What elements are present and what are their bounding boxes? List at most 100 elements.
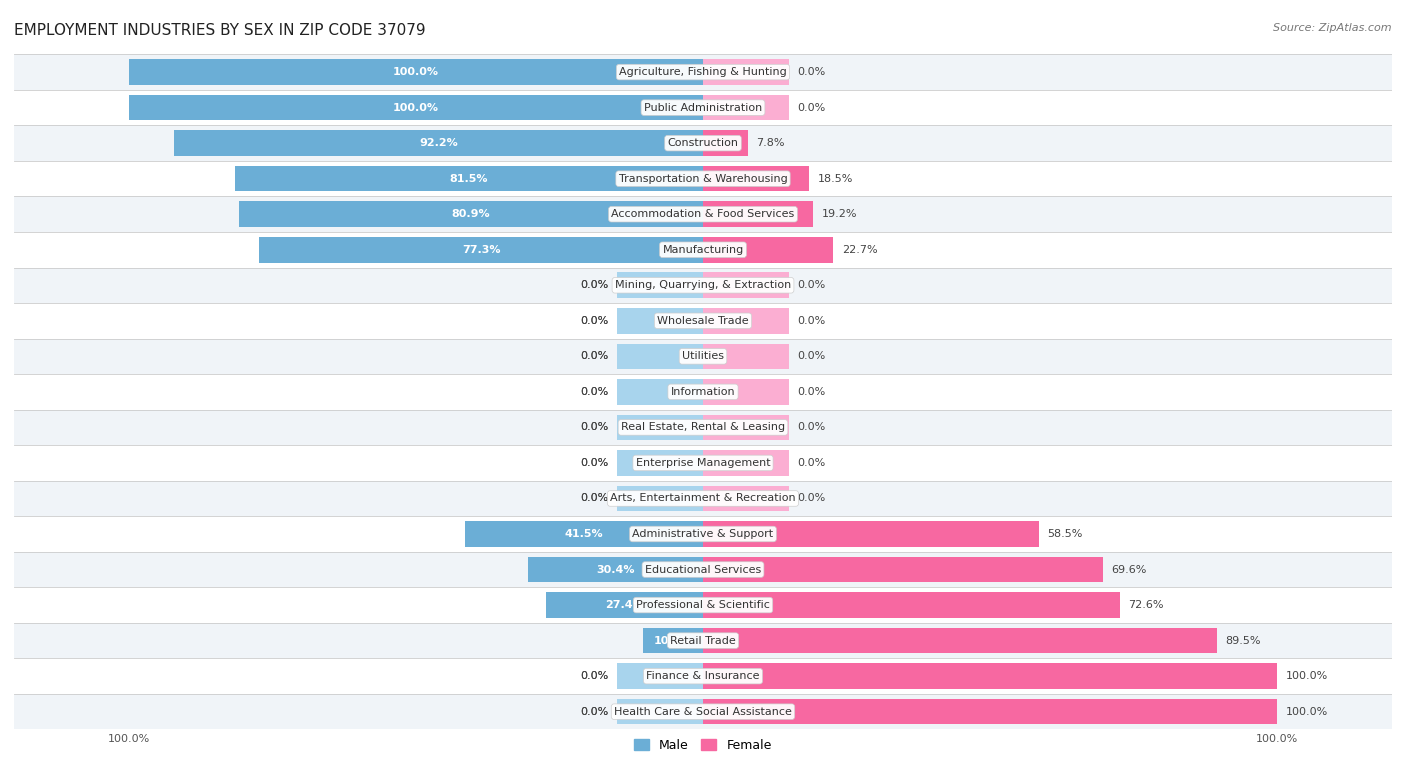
Text: 0.0%: 0.0% bbox=[797, 102, 825, 113]
Text: 0.0%: 0.0% bbox=[581, 458, 609, 468]
Bar bbox=[703, 556, 1102, 582]
Legend: Male, Female: Male, Female bbox=[630, 734, 776, 757]
Bar bbox=[14, 587, 1392, 623]
Bar bbox=[14, 196, 1392, 232]
Bar bbox=[14, 552, 1392, 587]
Bar bbox=[14, 516, 1392, 552]
Text: Health Care & Social Assistance: Health Care & Social Assistance bbox=[614, 707, 792, 717]
Text: Educational Services: Educational Services bbox=[645, 565, 761, 574]
Bar bbox=[14, 338, 1392, 374]
Bar bbox=[14, 126, 1392, 161]
Text: 0.0%: 0.0% bbox=[581, 422, 609, 432]
Text: 80.9%: 80.9% bbox=[451, 210, 491, 219]
Bar bbox=[703, 166, 810, 192]
Text: 22.7%: 22.7% bbox=[842, 244, 877, 255]
Bar bbox=[259, 237, 703, 262]
Text: EMPLOYMENT INDUSTRIES BY SEX IN ZIP CODE 37079: EMPLOYMENT INDUSTRIES BY SEX IN ZIP CODE… bbox=[14, 23, 426, 38]
Text: Professional & Scientific: Professional & Scientific bbox=[636, 600, 770, 610]
Text: 41.5%: 41.5% bbox=[565, 529, 603, 539]
Bar bbox=[14, 410, 1392, 445]
Text: 0.0%: 0.0% bbox=[581, 494, 609, 504]
Bar bbox=[617, 308, 703, 334]
Bar bbox=[703, 308, 789, 334]
Text: 0.0%: 0.0% bbox=[797, 280, 825, 290]
Text: 0.0%: 0.0% bbox=[797, 316, 825, 326]
Bar bbox=[703, 699, 1277, 725]
Bar bbox=[235, 166, 703, 192]
Text: 0.0%: 0.0% bbox=[797, 387, 825, 397]
Text: Agriculture, Fishing & Hunting: Agriculture, Fishing & Hunting bbox=[619, 67, 787, 77]
Text: Manufacturing: Manufacturing bbox=[662, 244, 744, 255]
Bar bbox=[703, 592, 1119, 618]
Bar bbox=[703, 344, 789, 369]
Text: 10.5%: 10.5% bbox=[654, 636, 692, 646]
Bar bbox=[617, 663, 703, 689]
Bar bbox=[617, 344, 703, 369]
Bar bbox=[703, 628, 1216, 653]
Text: 100.0%: 100.0% bbox=[1285, 671, 1329, 681]
Text: 0.0%: 0.0% bbox=[581, 671, 609, 681]
Bar bbox=[703, 237, 834, 262]
Bar bbox=[703, 95, 789, 120]
Text: Accommodation & Food Services: Accommodation & Food Services bbox=[612, 210, 794, 219]
Bar bbox=[703, 414, 789, 440]
Text: 100.0%: 100.0% bbox=[1285, 707, 1329, 717]
Bar bbox=[617, 414, 703, 440]
Bar bbox=[703, 379, 789, 404]
Bar bbox=[703, 521, 1039, 547]
Text: Retail Trade: Retail Trade bbox=[671, 636, 735, 646]
Bar bbox=[546, 592, 703, 618]
Text: 100.0%: 100.0% bbox=[392, 67, 439, 77]
Text: 77.3%: 77.3% bbox=[461, 244, 501, 255]
Bar bbox=[617, 379, 703, 404]
Text: 0.0%: 0.0% bbox=[581, 387, 609, 397]
Bar bbox=[14, 232, 1392, 268]
Text: 0.0%: 0.0% bbox=[581, 352, 609, 362]
Bar bbox=[174, 130, 703, 156]
Text: 0.0%: 0.0% bbox=[797, 494, 825, 504]
Text: 0.0%: 0.0% bbox=[581, 707, 609, 717]
Bar bbox=[129, 59, 703, 85]
Text: 0.0%: 0.0% bbox=[581, 280, 609, 290]
Bar bbox=[617, 699, 703, 725]
Text: 58.5%: 58.5% bbox=[1047, 529, 1083, 539]
Bar bbox=[703, 130, 748, 156]
Text: 89.5%: 89.5% bbox=[1226, 636, 1261, 646]
Bar bbox=[239, 202, 703, 227]
Text: Construction: Construction bbox=[668, 138, 738, 148]
Text: 100.0%: 100.0% bbox=[392, 102, 439, 113]
Bar bbox=[14, 623, 1392, 658]
Text: 0.0%: 0.0% bbox=[581, 316, 609, 326]
Text: 0.0%: 0.0% bbox=[797, 422, 825, 432]
Text: 0.0%: 0.0% bbox=[581, 387, 609, 397]
Bar bbox=[129, 95, 703, 120]
Bar bbox=[703, 202, 813, 227]
Text: 19.2%: 19.2% bbox=[823, 210, 858, 219]
Bar bbox=[14, 480, 1392, 516]
Bar bbox=[617, 272, 703, 298]
Text: Finance & Insurance: Finance & Insurance bbox=[647, 671, 759, 681]
Text: 0.0%: 0.0% bbox=[581, 422, 609, 432]
Bar bbox=[14, 658, 1392, 694]
Bar bbox=[703, 272, 789, 298]
Bar bbox=[703, 663, 1277, 689]
Text: Wholesale Trade: Wholesale Trade bbox=[657, 316, 749, 326]
Text: Source: ZipAtlas.com: Source: ZipAtlas.com bbox=[1274, 23, 1392, 33]
Bar bbox=[617, 486, 703, 511]
Text: 0.0%: 0.0% bbox=[797, 352, 825, 362]
Bar bbox=[14, 90, 1392, 126]
Text: Utilities: Utilities bbox=[682, 352, 724, 362]
Text: 0.0%: 0.0% bbox=[581, 352, 609, 362]
Bar bbox=[643, 628, 703, 653]
Bar bbox=[703, 450, 789, 476]
Bar bbox=[14, 161, 1392, 196]
Bar bbox=[14, 268, 1392, 303]
Bar bbox=[529, 556, 703, 582]
Bar bbox=[14, 694, 1392, 729]
Text: Arts, Entertainment & Recreation: Arts, Entertainment & Recreation bbox=[610, 494, 796, 504]
Text: Administrative & Support: Administrative & Support bbox=[633, 529, 773, 539]
Text: 92.2%: 92.2% bbox=[419, 138, 458, 148]
Text: Real Estate, Rental & Leasing: Real Estate, Rental & Leasing bbox=[621, 422, 785, 432]
Text: 0.0%: 0.0% bbox=[797, 67, 825, 77]
Text: 0.0%: 0.0% bbox=[581, 458, 609, 468]
